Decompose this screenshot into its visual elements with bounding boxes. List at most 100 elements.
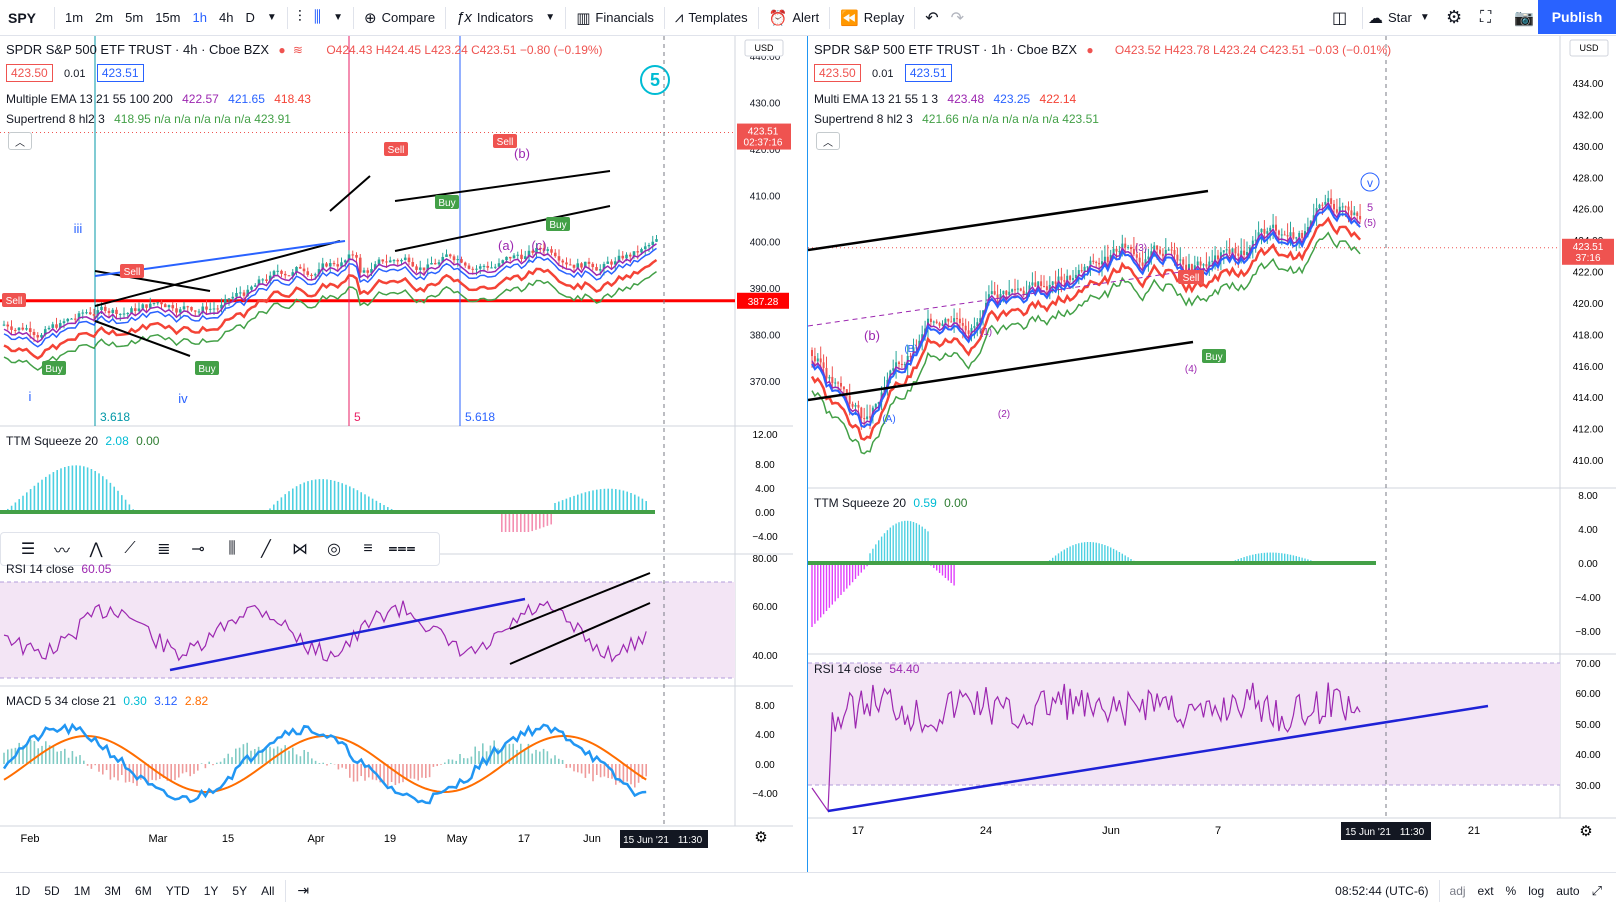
percent-toggle[interactable]: % (1505, 884, 1517, 898)
brush-tool-icon[interactable]: ⫼ (228, 540, 236, 557)
bar-chart-icon: ▥ (576, 9, 591, 27)
candle-body (1333, 203, 1335, 210)
candle-body (1040, 281, 1043, 287)
candle-body (182, 306, 186, 310)
candle-body (130, 308, 133, 314)
right-bid-box[interactable]: 423.50 (814, 64, 861, 82)
range-5y[interactable]: 5Y (232, 883, 248, 898)
candle-body (1124, 243, 1127, 248)
candle-body (111, 309, 115, 314)
candle-body (1101, 261, 1103, 265)
range-5d[interactable]: 5D (44, 883, 60, 898)
gann-tool-icon[interactable]: ≡ (363, 540, 373, 557)
ray-tool-icon[interactable]: ╱ (261, 541, 271, 558)
candle-body (822, 362, 825, 368)
right-bid-ask: 423.50 0.01 423.51 (814, 64, 952, 82)
candle-body (328, 263, 332, 267)
collapse-legend-icon[interactable]: ︿ (8, 132, 32, 150)
candle-body (362, 270, 366, 273)
bar-style-icon[interactable]: ⫶ (297, 8, 302, 26)
interval-15m[interactable]: 15m (155, 10, 181, 25)
buy-label: Buy (45, 364, 62, 375)
range-1d[interactable]: 1D (15, 883, 31, 898)
candle-body (355, 254, 358, 258)
rsi-line (3, 600, 647, 663)
chevron-down-icon[interactable]: ▼ (545, 12, 556, 23)
layout-name-button[interactable]: ☁ Star ▼ (1362, 0, 1436, 36)
alert-button[interactable]: ⏰ Alert (763, 0, 825, 36)
left-chart-pane[interactable]: 440.00 430.00 420.00 410.00 400.00 390.00 380.… (0, 36, 793, 872)
candle-body (877, 402, 880, 404)
candle-body (238, 292, 242, 294)
hline-price-label: 387.28 (748, 297, 779, 308)
interval-2m[interactable]: 2m (95, 10, 114, 25)
bottom-toolbar: 1D 5D 1M 3M 6M YTD 1Y 5Y All ⇥ 08:52:44 … (0, 872, 1616, 908)
lines-tool-icon[interactable]: ☰ (20, 541, 36, 558)
macd-tick-label: 4.00 (755, 730, 775, 741)
approx-icon[interactable]: ≋ (292, 43, 303, 57)
eye-icon[interactable]: ● (278, 43, 286, 57)
candle-body (1237, 253, 1240, 256)
chevron-down-icon[interactable]: ▼ (333, 12, 344, 23)
range-ytd[interactable]: YTD (165, 883, 190, 898)
right-chart-canvas[interactable]: 434.00432.00430.00428.00426.00424.00422.… (807, 36, 1616, 872)
fullscreen-icon[interactable]: ⛶ (1480, 8, 1492, 26)
undo-icon[interactable]: ↶ (925, 9, 939, 27)
adj-toggle[interactable]: adj (1449, 884, 1466, 898)
candle-body (929, 318, 932, 322)
templates-button[interactable]: ⩘ Templates (669, 0, 754, 36)
clock-time[interactable]: 08:52:44 (UTC-6) (1335, 884, 1429, 898)
trendline-tool-icon[interactable]: ⟋ (124, 540, 136, 557)
camera-icon[interactable]: 📷 (1514, 9, 1534, 27)
goto-date-icon[interactable]: ⇥ (297, 882, 310, 898)
candle-body (1005, 290, 1008, 295)
left-bid-box[interactable]: 423.50 (6, 64, 53, 82)
hline-tool-icon[interactable]: ⊸ (191, 541, 205, 558)
left-ask-box[interactable]: 423.51 (96, 64, 144, 82)
publish-button[interactable]: Publish (1538, 0, 1616, 34)
left-ttm-legend: TTM Squeeze 20 2.08 0.00 (6, 434, 159, 448)
right-st-legend: Supertrend 8 hl2 3 421.66 n/a n/a n/a n/… (814, 112, 1099, 126)
financials-button[interactable]: ▥ Financials (570, 0, 660, 36)
pattern-tool-icon[interactable]: ⋈ (292, 541, 308, 558)
chevron-down-icon[interactable]: ▼ (266, 12, 277, 23)
candle-style-icon[interactable]: ⫼ (313, 8, 322, 26)
range-1y[interactable]: 1Y (203, 883, 219, 898)
range-3m[interactable]: 3M (104, 883, 122, 898)
ext-toggle[interactable]: ext (1477, 884, 1494, 898)
projection-tool-icon[interactable]: ⩶ (388, 540, 416, 557)
replay-button[interactable]: ⏪ Replay (834, 0, 910, 36)
right-chart-pane[interactable]: 434.00432.00430.00428.00426.00424.00422.… (807, 36, 1616, 872)
right-ask-box[interactable]: 423.51 (904, 64, 952, 82)
eye-icon[interactable]: ● (1086, 43, 1094, 57)
range-1m[interactable]: 1M (73, 883, 91, 898)
left-chart-canvas[interactable]: 440.00 430.00 420.00 410.00 400.00 390.00 380.… (0, 36, 793, 872)
settings-gear-icon[interactable]: ⚙ (1446, 7, 1463, 27)
interval-5m[interactable]: 5m (125, 10, 144, 25)
range-all[interactable]: All (261, 883, 275, 898)
symbol-search[interactable]: SPY (8, 9, 37, 26)
candle-body (175, 308, 178, 313)
wave-tool-icon[interactable]: 〰 (53, 543, 70, 560)
auto-toggle[interactable]: auto (1556, 884, 1580, 898)
compare-button[interactable]: ⊕ Compare (358, 0, 441, 36)
ema-line (3, 258, 658, 360)
range-6m[interactable]: 6M (135, 883, 152, 898)
candle-body (964, 325, 967, 331)
abc-tool-icon[interactable]: ⋀ (89, 541, 103, 558)
redo-icon[interactable]: ↷ (950, 9, 965, 27)
interval-1h[interactable]: 1h (192, 10, 207, 25)
indicators-button[interactable]: ƒx Indicators (450, 0, 539, 36)
interval-d[interactable]: D (245, 10, 255, 25)
cycle-tool-icon[interactable]: ◎ (327, 541, 341, 558)
fib-tool-icon[interactable]: ≣ (157, 541, 171, 558)
interval-1m[interactable]: 1m (65, 10, 84, 25)
collapse-legend-icon[interactable]: ︿ (816, 132, 840, 150)
candle-body (1217, 255, 1219, 260)
interval-4h[interactable]: 4h (218, 10, 234, 25)
log-toggle[interactable]: log (1528, 884, 1545, 898)
layout-icon[interactable]: ◫ (1332, 9, 1348, 27)
candle-body (246, 289, 250, 296)
expand-icon[interactable]: ⤢ (1591, 883, 1602, 898)
sell-label: Sell (124, 267, 141, 278)
